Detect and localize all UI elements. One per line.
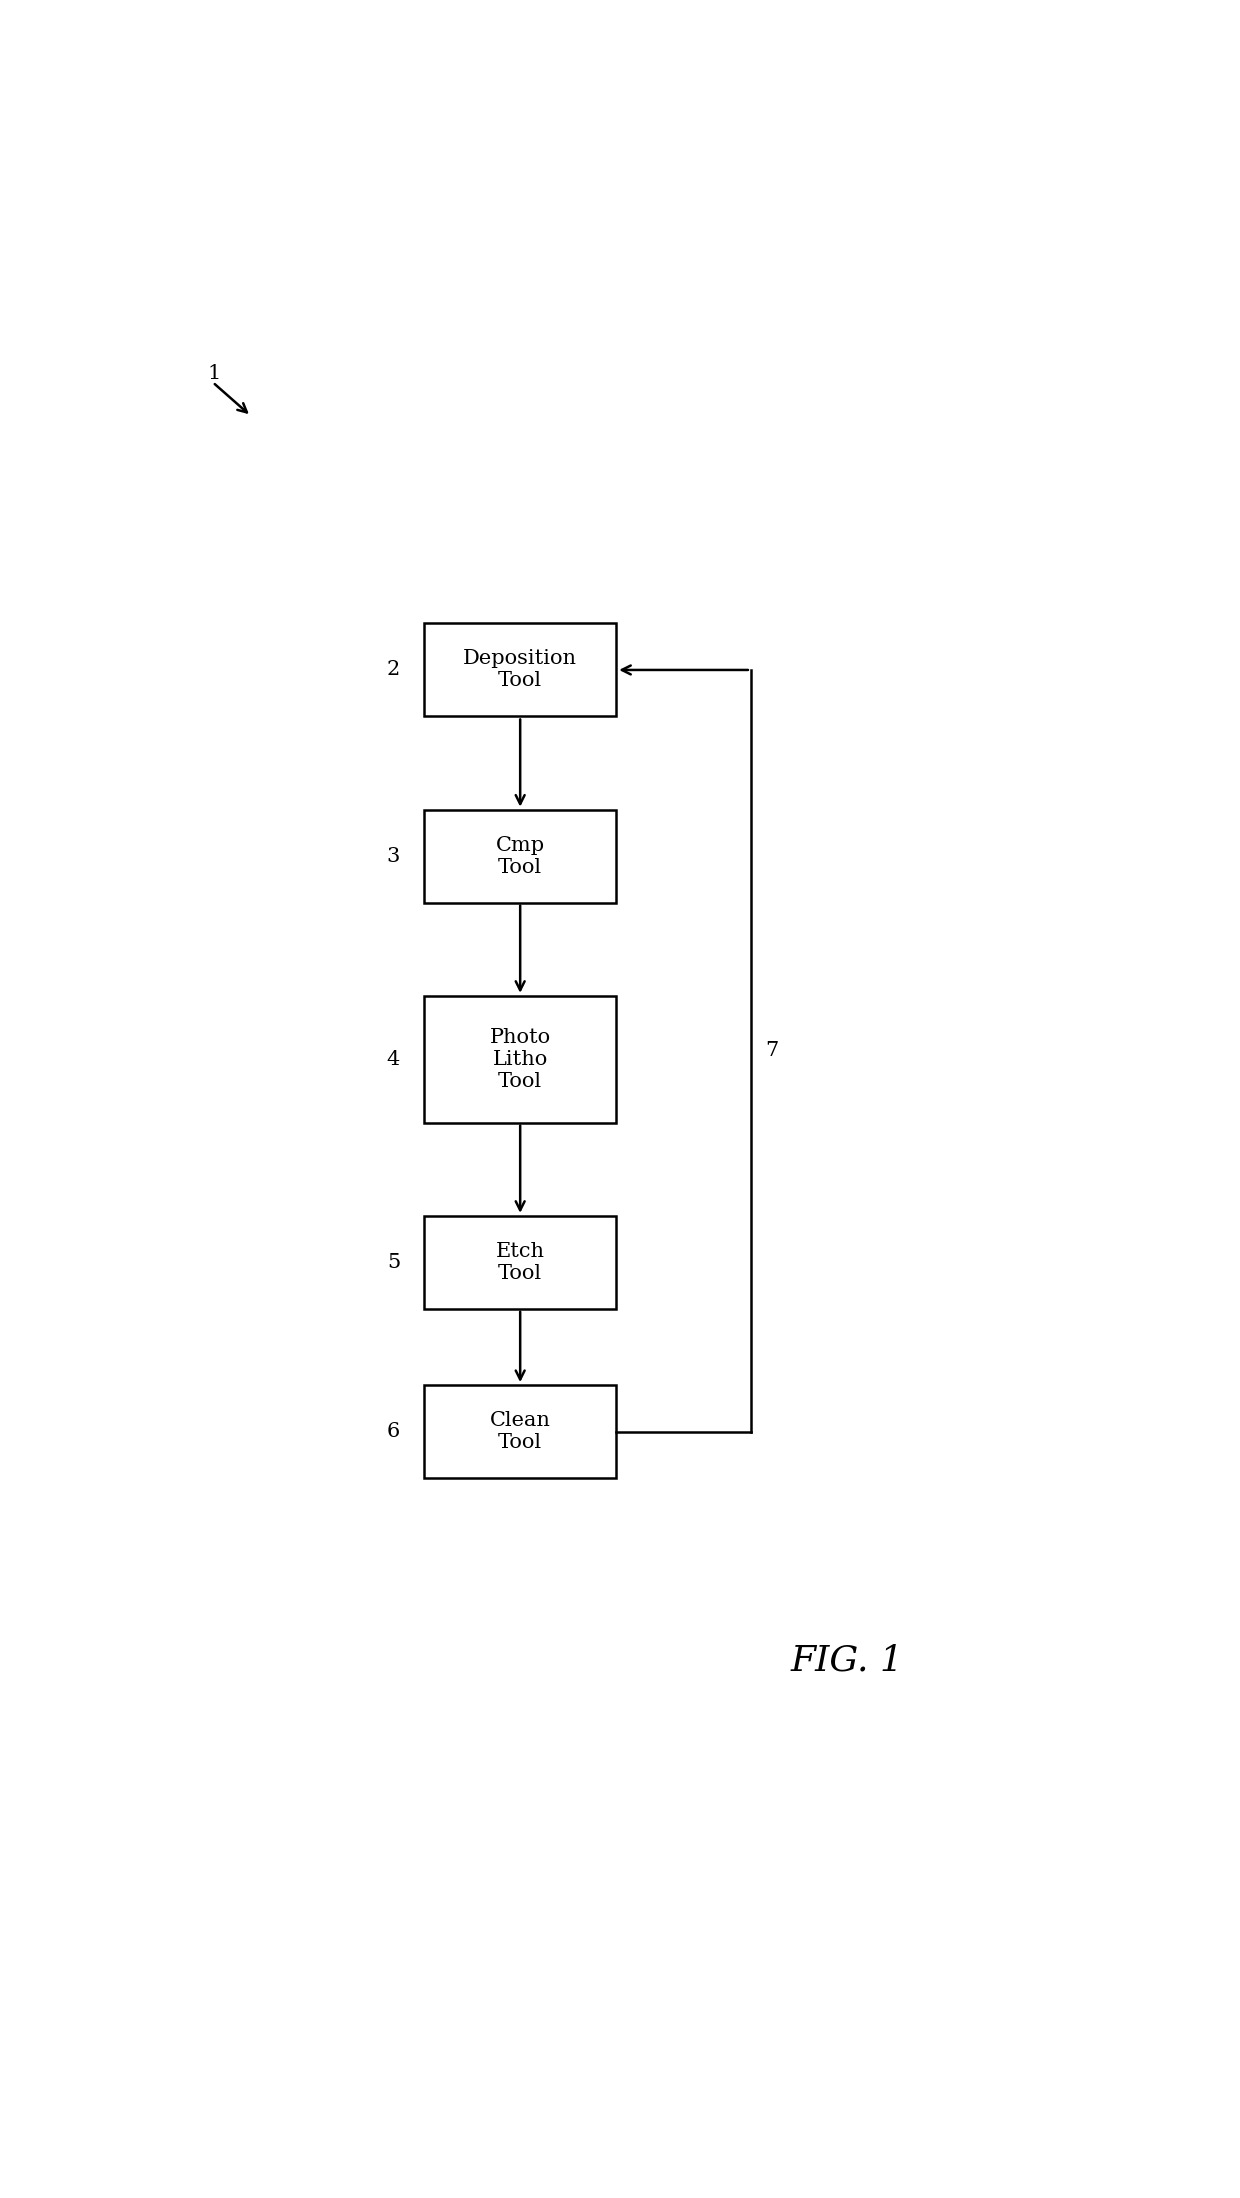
Text: Cmp
Tool: Cmp Tool bbox=[496, 835, 544, 877]
Text: 2: 2 bbox=[387, 659, 401, 679]
Bar bbox=[424, 1215, 616, 1308]
Text: 4: 4 bbox=[387, 1051, 401, 1068]
Bar bbox=[424, 1385, 616, 1477]
Text: 6: 6 bbox=[387, 1422, 401, 1442]
Bar bbox=[424, 996, 616, 1123]
Bar bbox=[424, 809, 616, 903]
Text: Deposition
Tool: Deposition Tool bbox=[464, 648, 577, 690]
Bar bbox=[424, 624, 616, 717]
Text: 3: 3 bbox=[387, 846, 401, 866]
Text: FIG. 1: FIG. 1 bbox=[790, 1644, 904, 1677]
Text: 1: 1 bbox=[208, 365, 221, 382]
Text: Clean
Tool: Clean Tool bbox=[490, 1411, 551, 1453]
Text: Photo
Litho
Tool: Photo Litho Tool bbox=[490, 1029, 551, 1090]
Text: 5: 5 bbox=[387, 1253, 401, 1273]
Text: Etch
Tool: Etch Tool bbox=[496, 1242, 544, 1284]
Text: 7: 7 bbox=[765, 1042, 779, 1059]
